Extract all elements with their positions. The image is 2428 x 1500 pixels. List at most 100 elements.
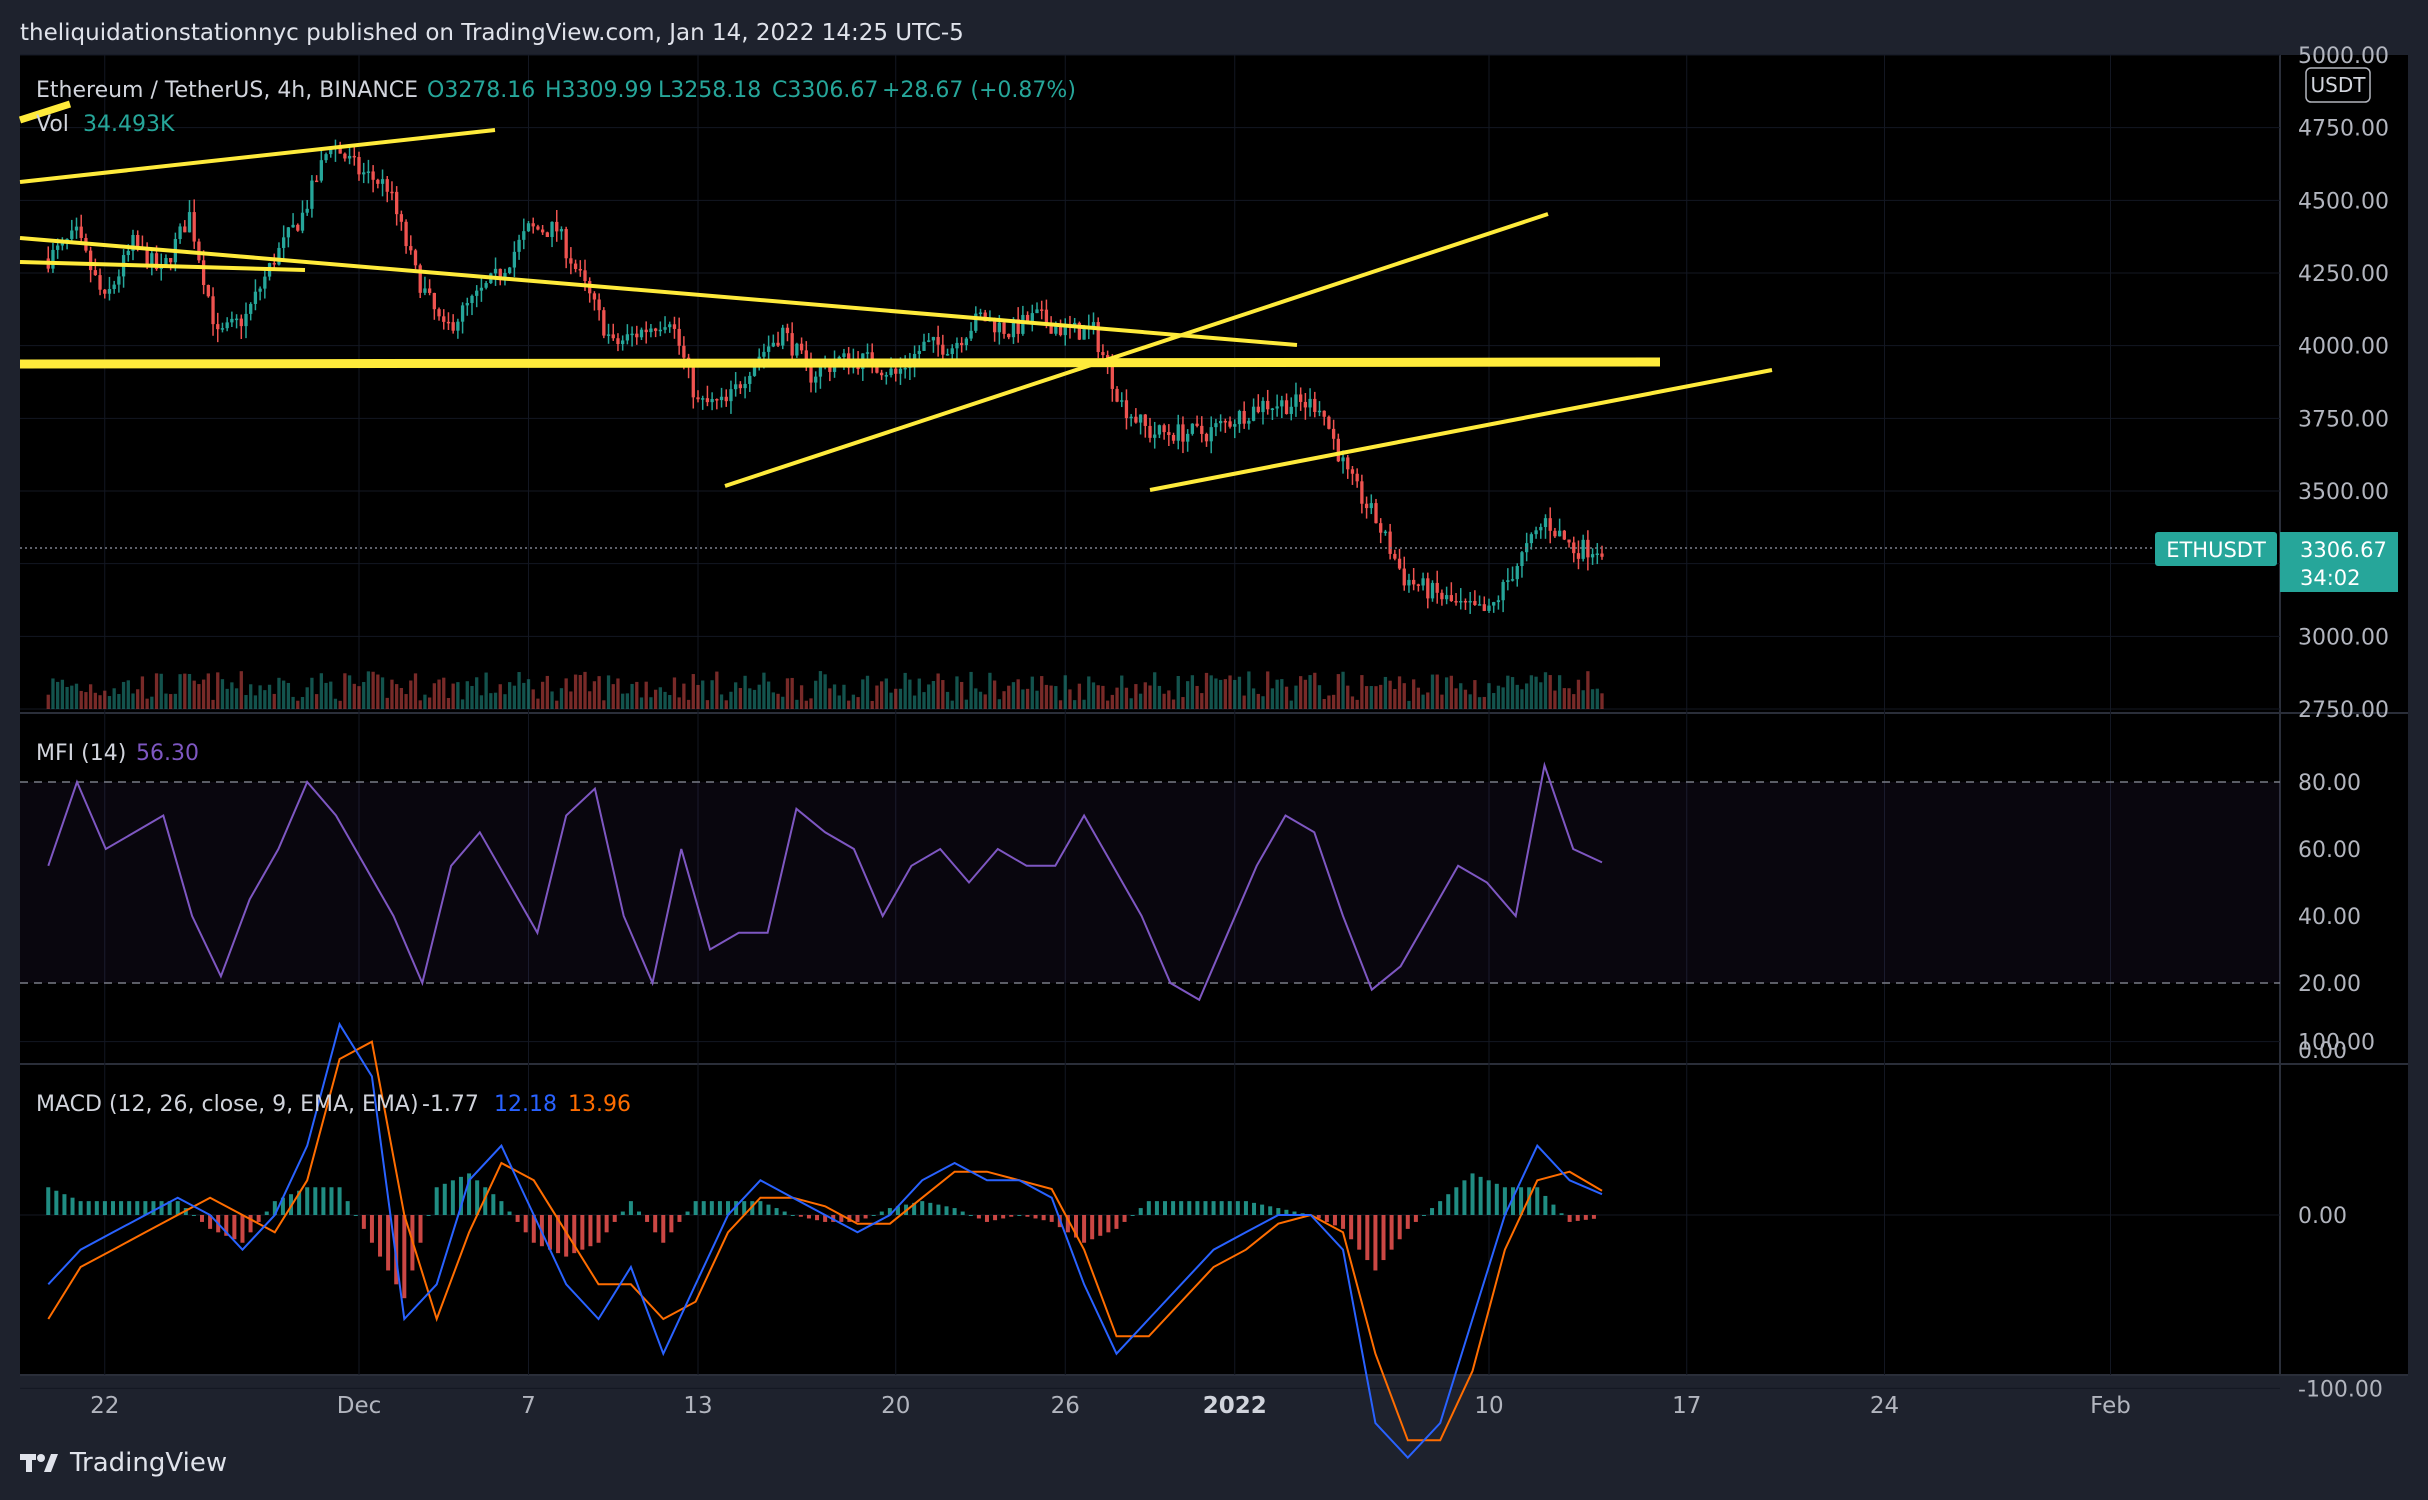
footer: TradingView [20, 1448, 227, 1478]
macd-histogram-bar [313, 1187, 318, 1215]
macd-histogram-bar [305, 1187, 310, 1215]
volume-bar [239, 671, 243, 709]
macd-histogram-bar [1324, 1215, 1329, 1222]
macd-histogram-bar [1098, 1215, 1103, 1236]
volume-bar [1477, 697, 1482, 709]
macd-histogram-bar [1041, 1215, 1046, 1221]
candle-body [1049, 323, 1053, 334]
volume-bar [244, 695, 248, 709]
macd-histogram-bar [1519, 1187, 1524, 1215]
candle-body [103, 289, 107, 294]
macd-histogram-bar [1413, 1215, 1418, 1222]
volume-bar [277, 677, 281, 709]
candle-body [1313, 398, 1317, 412]
volume-bar [46, 694, 50, 709]
candle-body [465, 303, 469, 306]
candle-body [621, 340, 625, 345]
volume-bar [814, 680, 818, 709]
candle-body [493, 268, 498, 274]
candle-body [898, 368, 903, 374]
ohlc-open: O3278.16 [427, 78, 535, 103]
volume-bar [522, 682, 526, 709]
macd-histogram-bar [280, 1197, 285, 1215]
candle-body [1553, 530, 1557, 537]
macd-histogram-bar [1316, 1215, 1321, 1219]
volume-bar [1553, 690, 1557, 709]
volume-bar [682, 683, 686, 709]
macd-histogram-bar [645, 1215, 650, 1222]
volume-bar [1548, 675, 1552, 709]
candle-body [347, 155, 352, 159]
macd-histogram-bar [321, 1187, 326, 1215]
candle-body [79, 226, 83, 238]
candle-body [1096, 322, 1100, 353]
candle-body [682, 345, 686, 358]
volume-bar [187, 673, 192, 709]
time-tick-label: 2022 [1203, 1393, 1267, 1419]
macd-histogram-bar [119, 1201, 124, 1215]
volume-bar [672, 677, 677, 709]
candle-body [169, 257, 173, 263]
macd-histogram-bar [693, 1201, 698, 1215]
candle-body [545, 232, 549, 238]
candle-body [1011, 319, 1016, 338]
support-line [19, 357, 1661, 369]
volume-bar [1444, 677, 1449, 709]
volume-bar [418, 700, 422, 709]
candle-body [1266, 400, 1270, 410]
candle-body [1223, 420, 1227, 423]
candle-body [804, 350, 808, 361]
volume-bar [249, 684, 253, 709]
candle-body [894, 368, 898, 374]
macd-histogram-bar [224, 1215, 229, 1236]
candle-body [385, 179, 389, 192]
candle-body [197, 241, 201, 261]
candle-body [74, 226, 79, 231]
macd-histogram-bar [871, 1215, 876, 1216]
candle-body [1322, 410, 1326, 417]
volume-value: 34.493K [83, 112, 175, 137]
candle-body [814, 376, 818, 383]
macd-histogram-bar [1033, 1215, 1038, 1219]
candle-body [616, 338, 620, 345]
candle-body [1247, 420, 1251, 424]
volume-bar [757, 684, 761, 709]
volume-bar [343, 673, 347, 709]
volume-bar [183, 673, 187, 709]
candle-body [164, 257, 168, 266]
volume-bar [107, 696, 112, 709]
candle-body [799, 343, 804, 351]
candle-body [357, 157, 361, 175]
candle-body [343, 153, 347, 159]
candle-body [889, 368, 893, 376]
macd-histogram-bar [426, 1215, 431, 1216]
macd-histogram-bar [1106, 1215, 1111, 1233]
candle-body [710, 399, 714, 403]
volume-bar [960, 681, 964, 709]
volume-bar [917, 678, 921, 709]
mfi-tick-label: 40.00 [2298, 905, 2361, 930]
currency-badge[interactable] [2305, 67, 2371, 103]
candle-body [484, 283, 488, 288]
volume-bar [658, 687, 662, 709]
volume-bar [955, 676, 959, 709]
volume-bar [983, 694, 987, 709]
volume-bar [978, 691, 983, 709]
volume-bar [752, 689, 757, 709]
volume-bar [93, 692, 97, 709]
volume-bar [1529, 675, 1534, 709]
macd-histogram-bar [1243, 1201, 1248, 1215]
volume-bar [1308, 675, 1312, 709]
volume-bar [1218, 679, 1223, 709]
macd-histogram-bar [815, 1215, 820, 1221]
volume-bar [84, 692, 88, 709]
volume-bar [150, 696, 154, 709]
mfi-tick-label: 20.00 [2298, 972, 2361, 997]
macd-histogram-bar [523, 1215, 528, 1233]
candle-body [1510, 579, 1515, 581]
candle-body [1435, 582, 1439, 593]
volume-bar [451, 683, 455, 709]
candle-body [969, 330, 973, 339]
macd-histogram-bar [1179, 1201, 1184, 1215]
